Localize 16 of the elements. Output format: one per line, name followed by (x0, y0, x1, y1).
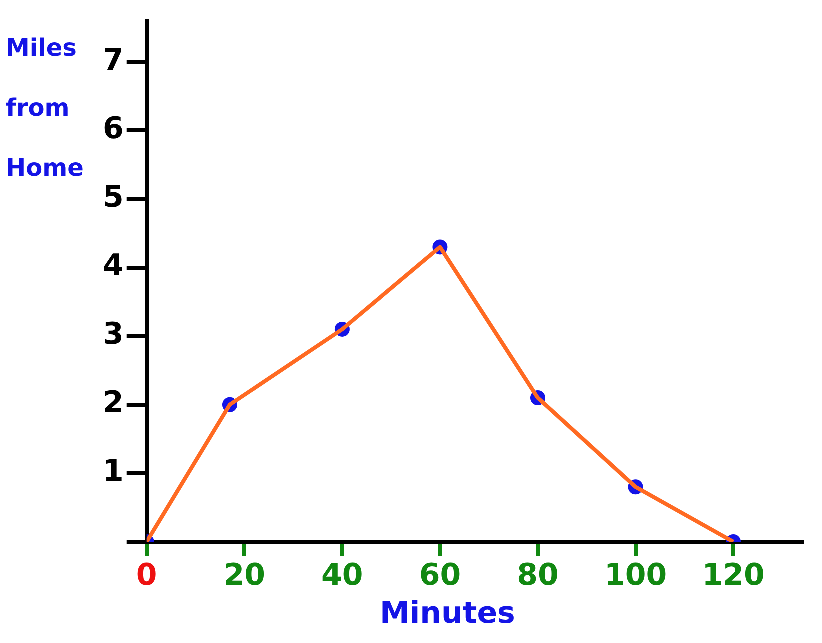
x-tick-label: 0 (136, 558, 158, 593)
x-tick-label: 60 (419, 558, 462, 593)
x-tick-label: 20 (224, 558, 266, 593)
x-axis-title: Minutes (380, 596, 516, 631)
text: Miles from Home (6, 34, 84, 182)
y-tick-label: 4 (103, 248, 124, 284)
y-tick-label: 3 (103, 317, 124, 352)
x-tick-label: 100 (604, 558, 668, 593)
y-tick-label: 1 (103, 454, 124, 490)
y-tick-label: 5 (103, 180, 124, 216)
y-tick-label: 6 (103, 111, 124, 146)
y-tick-label: 2 (103, 386, 124, 421)
y-tick-label: 7 (103, 42, 124, 78)
x-tick-label: 40 (322, 558, 364, 593)
x-tick-label: 120 (702, 558, 765, 593)
x-tick-label: 80 (517, 558, 559, 593)
